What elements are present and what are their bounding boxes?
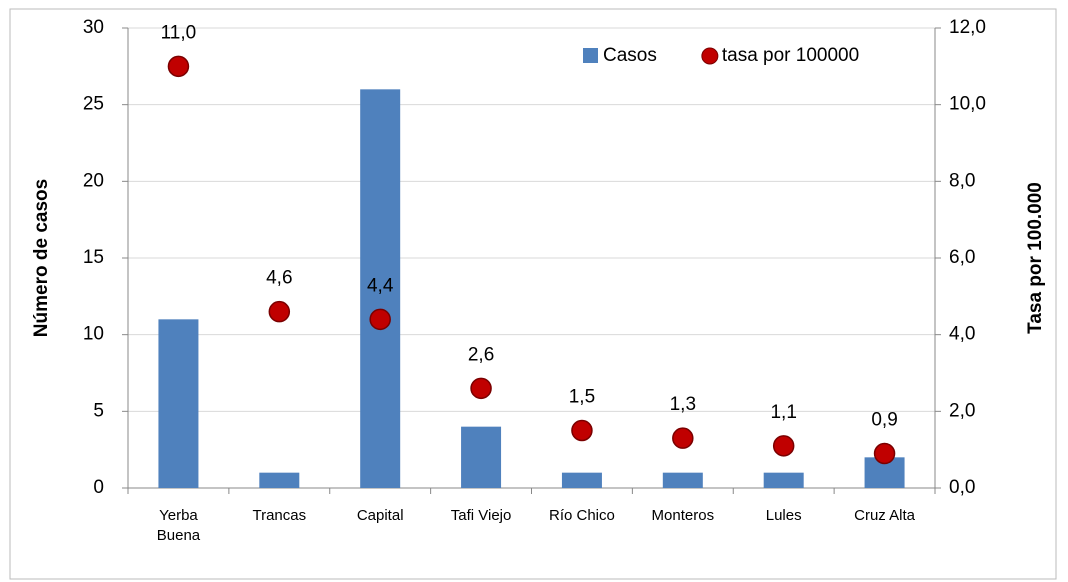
y-axis-title: Número de casos	[31, 179, 52, 337]
y-tick-label: 30	[83, 17, 104, 38]
data-label: 4,4	[367, 275, 394, 296]
marker	[571, 419, 593, 442]
marker	[470, 377, 492, 400]
legend-label: tasa por 100000	[722, 45, 859, 66]
data-label: 11,0	[161, 22, 197, 43]
legend-label: Casos	[603, 45, 657, 66]
marker	[268, 300, 291, 323]
y2-tick-label: 12,0	[949, 17, 986, 38]
data-label: 2,6	[468, 344, 494, 365]
data-label: 1,5	[569, 387, 595, 408]
chart-border	[9, 8, 1057, 580]
x-tick-label: Cruz Alta	[854, 507, 915, 524]
y-tick-label: 20	[83, 170, 104, 191]
y-tick-label: 15	[83, 247, 104, 268]
legend-swatch	[701, 47, 719, 65]
data-label: 1,3	[670, 394, 696, 415]
bar	[561, 472, 602, 488]
y2-tick-label: 4,0	[949, 324, 975, 345]
x-tick-label: Monteros	[651, 507, 715, 524]
y-tick-label: 25	[83, 94, 104, 115]
y2-tick-label: 0,0	[949, 477, 975, 498]
x-tick-label: Tafi Viejo	[450, 507, 512, 524]
marker	[167, 55, 190, 78]
marker	[772, 435, 795, 457]
marker	[873, 442, 896, 465]
data-label: 0,9	[871, 410, 897, 431]
marker	[369, 308, 391, 331]
y2-axis-title: Tasa por 100.000	[1025, 182, 1046, 334]
y2-tick-label: 2,0	[949, 400, 975, 421]
bar	[461, 426, 502, 488]
y2-tick-label: 10,0	[949, 94, 986, 115]
bar	[158, 319, 199, 488]
x-tick-label: Yerba Buena	[156, 507, 201, 544]
x-tick-label: Lules	[765, 507, 802, 524]
y-tick-label: 0	[93, 477, 104, 498]
data-label: 4,6	[266, 268, 292, 289]
x-tick-label: Capital	[356, 507, 404, 524]
marker	[672, 427, 694, 449]
y2-tick-label: 8,0	[949, 170, 975, 191]
data-label: 1,1	[770, 402, 796, 423]
bar	[662, 472, 703, 488]
y-tick-label: 10	[83, 324, 104, 345]
bar	[360, 89, 401, 488]
legend-swatch	[583, 48, 598, 63]
y2-tick-label: 6,0	[949, 247, 975, 268]
y-tick-label: 5	[93, 400, 104, 421]
x-tick-label: Trancas	[252, 507, 307, 524]
bar	[763, 472, 804, 488]
bar	[259, 472, 300, 488]
x-tick-label: Río Chico	[549, 507, 615, 524]
